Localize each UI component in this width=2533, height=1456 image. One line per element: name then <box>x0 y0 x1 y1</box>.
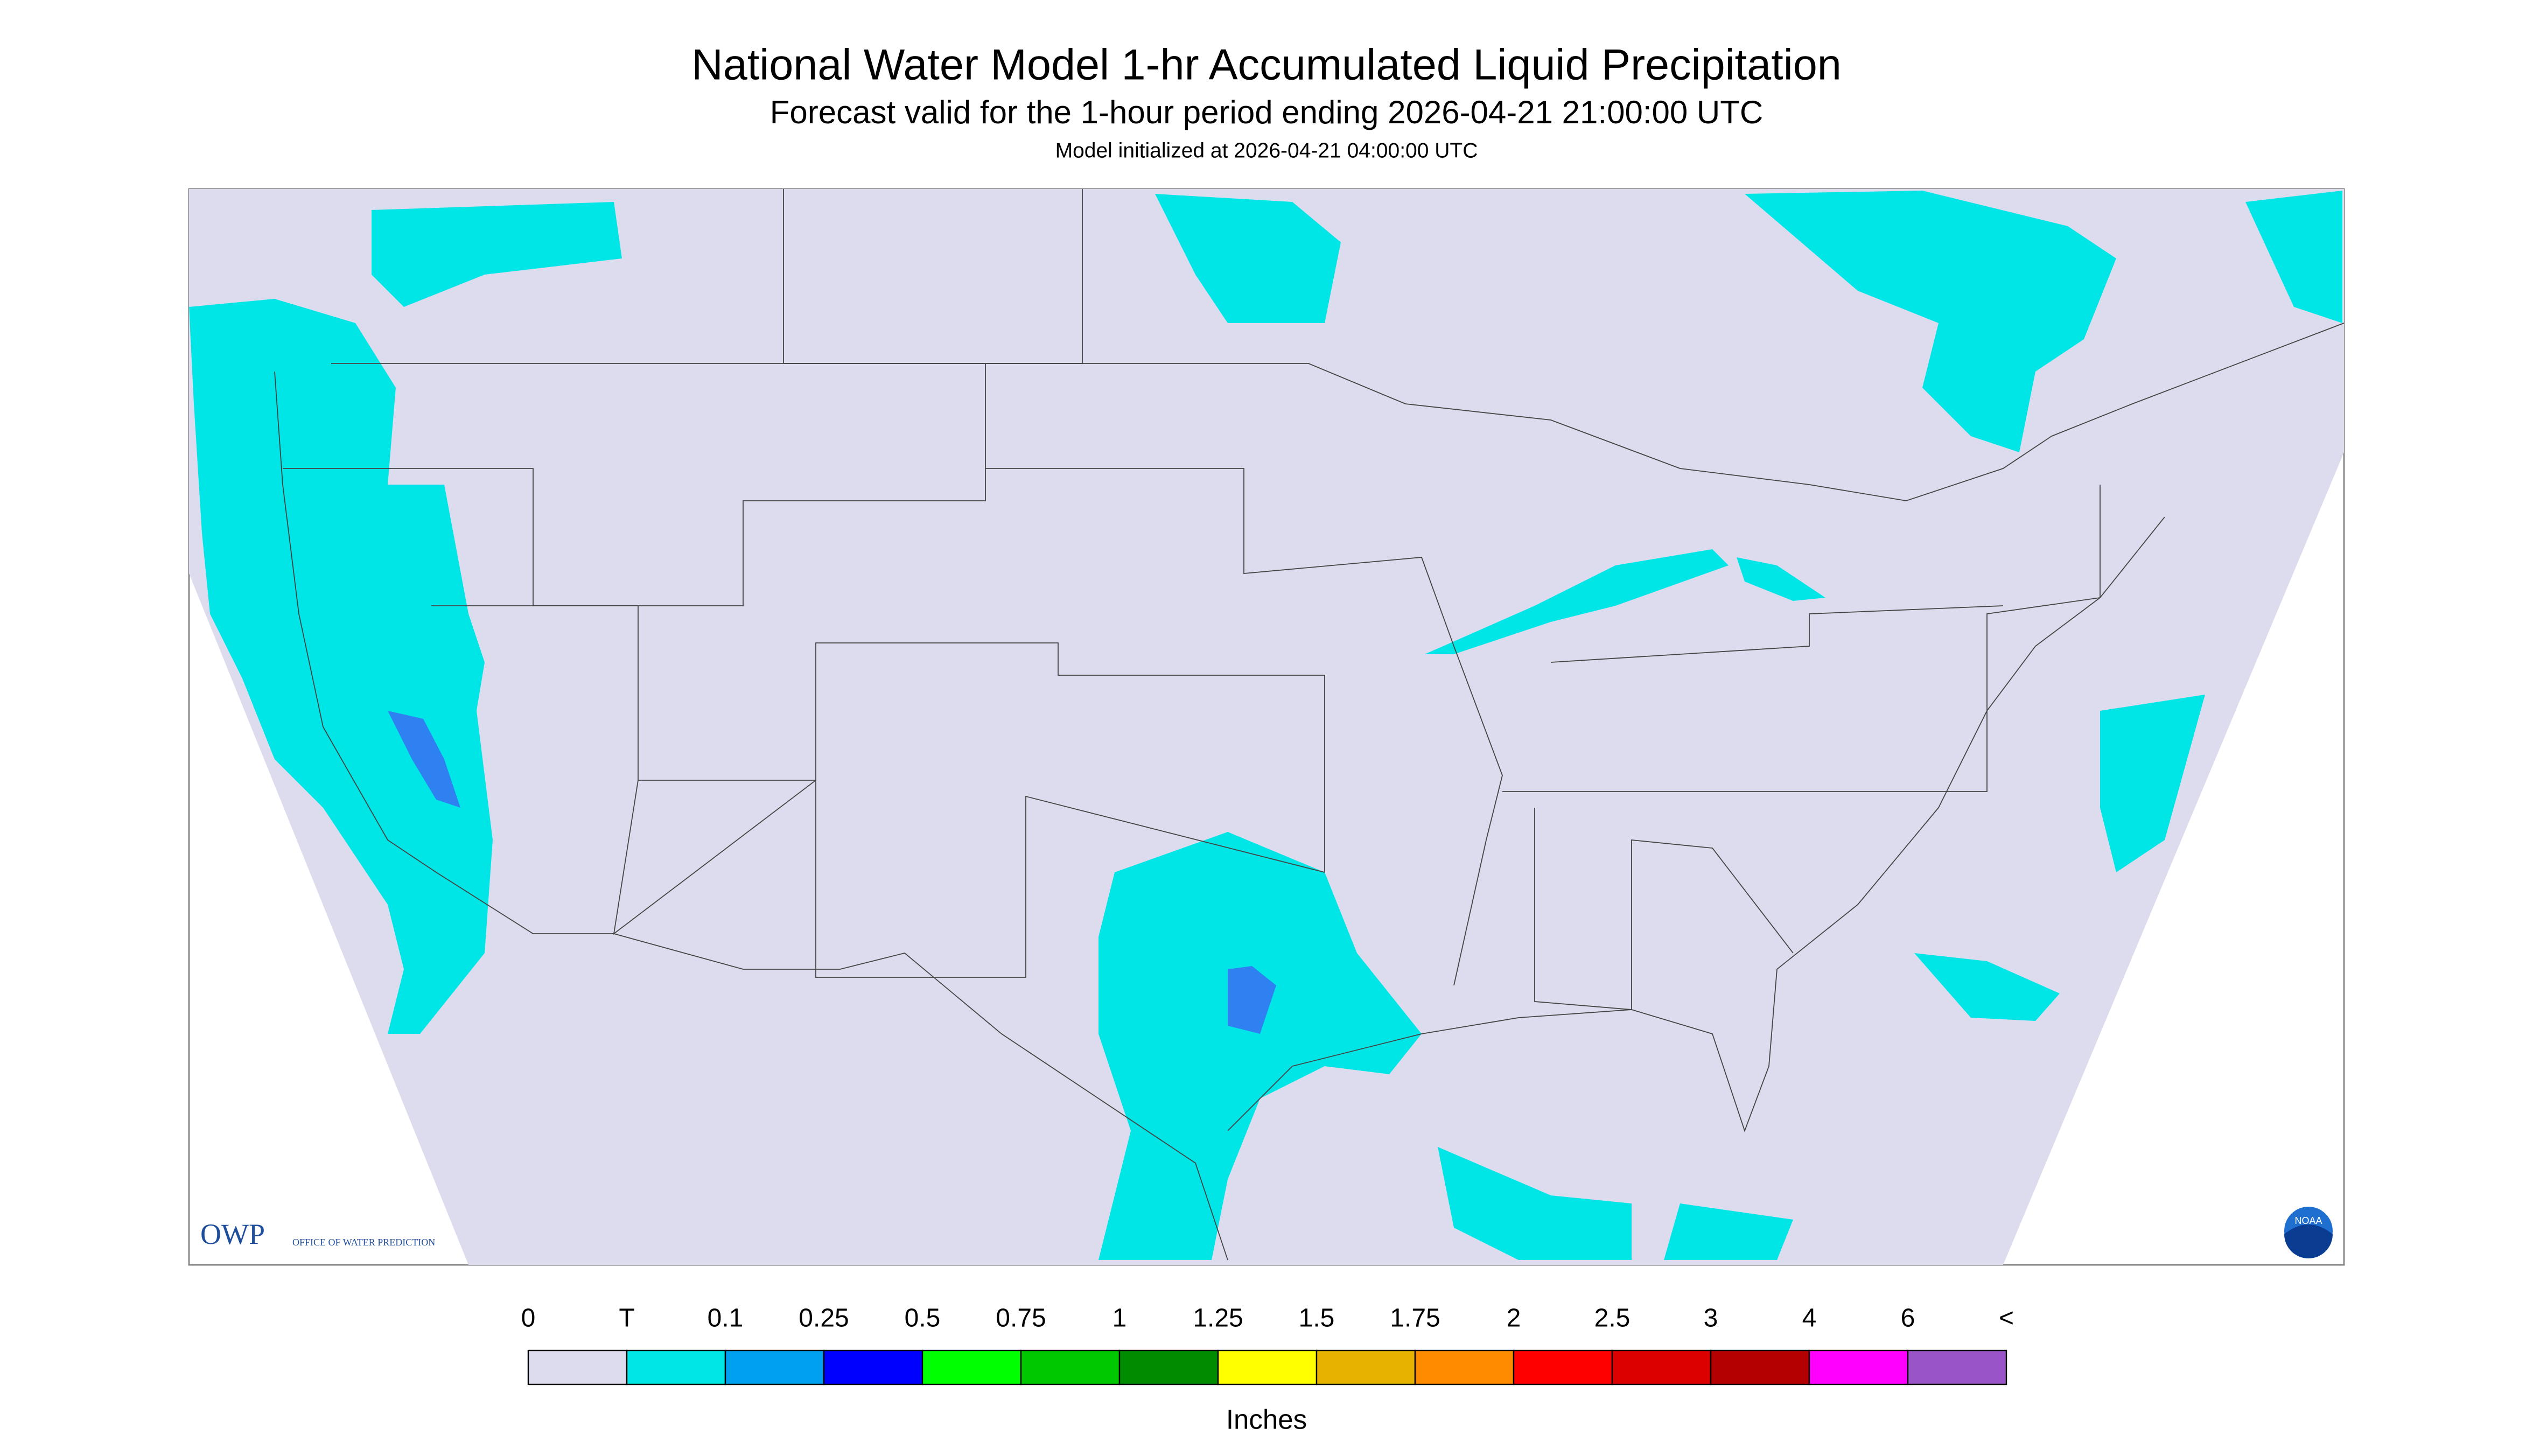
legend-label: < <box>1999 1304 2014 1333</box>
precip-area <box>1425 549 1729 655</box>
legend-label: 1.5 <box>1299 1304 1335 1333</box>
legend-swatch <box>921 1349 1022 1385</box>
legend-label: 3 <box>1704 1304 1718 1333</box>
noaa-logo-text: NOAA <box>2294 1215 2322 1226</box>
legend-label: T <box>619 1304 634 1333</box>
legend-swatch <box>626 1349 726 1385</box>
legend-swatch <box>1611 1349 1712 1385</box>
border <box>1534 808 1794 1010</box>
precip-area <box>1745 191 2116 453</box>
precip-area <box>1098 832 1422 1261</box>
border <box>613 779 1325 978</box>
border <box>283 363 986 606</box>
legend-label: 0.75 <box>996 1304 1046 1333</box>
precip-area <box>1155 194 1341 324</box>
legend-swatch <box>823 1349 923 1385</box>
legend-swatch <box>1907 1349 2007 1385</box>
legend-swatch <box>1513 1349 1613 1385</box>
precip <box>189 191 2342 1261</box>
legend-swatch <box>1710 1349 1810 1385</box>
border <box>331 323 2345 501</box>
coast <box>1227 516 2165 1132</box>
coast <box>274 371 534 934</box>
legend-label: 0.25 <box>799 1304 849 1333</box>
legend-swatch <box>724 1349 825 1385</box>
noaa-logo-wave <box>2284 1224 2333 1259</box>
title: National Water Model 1-hr Accumulated Li… <box>691 40 1842 89</box>
map-area: OWP OFFICE OF WATER PREDICTION NOAA <box>188 188 2345 1266</box>
subtitle: Forecast valid for the 1-hour period end… <box>770 94 1763 130</box>
precip-area <box>1664 1203 1793 1261</box>
owp-logo: OWP <box>200 1218 265 1250</box>
border <box>431 605 1325 873</box>
legend-swatch <box>1414 1349 1515 1385</box>
legend-swatch <box>1118 1349 1219 1385</box>
legend-swatch <box>1020 1349 1121 1385</box>
legend-swatch <box>1217 1349 1318 1385</box>
legend-label: 1 <box>1112 1304 1127 1333</box>
legend-label: 0.5 <box>905 1304 941 1333</box>
legend-swatch <box>1316 1349 1416 1385</box>
precip-area <box>1438 1147 1632 1261</box>
legend-label: 4 <box>1802 1304 1817 1333</box>
legend-swatch <box>1808 1349 1909 1385</box>
precip-area <box>1914 953 2060 1021</box>
legend-label: 2 <box>1507 1304 1521 1333</box>
precip-area <box>1737 557 1825 601</box>
border <box>985 468 1503 986</box>
precip-area <box>2245 191 2342 324</box>
precip-area <box>189 299 493 1034</box>
borders <box>274 189 2345 1261</box>
precip-area <box>2100 695 2205 873</box>
legend-label: 1.25 <box>1193 1304 1243 1333</box>
legend-label: 0 <box>521 1304 536 1333</box>
legend-swatch <box>527 1349 628 1385</box>
legend-label: 6 <box>1901 1304 1915 1333</box>
owp-logo-text: OFFICE OF WATER PREDICTION <box>292 1237 435 1248</box>
legend-label: 0.1 <box>708 1304 744 1333</box>
precip-area <box>1228 966 1276 1034</box>
precip-area <box>372 202 622 307</box>
border <box>1550 605 2004 663</box>
legend: 0 T 0.1 0.25 0.5 0.75 1 1.25 1.5 1.75 2 2.5 3 4 6 < <box>521 1304 2014 1385</box>
border <box>783 189 1083 364</box>
border <box>1502 485 2101 792</box>
legend-label: 1.75 <box>1390 1304 1440 1333</box>
legend-label: 2.5 <box>1594 1304 1631 1333</box>
precip-area <box>388 711 460 808</box>
init-time: Model initialized at 2026-04-21 04:00:00… <box>1055 139 1478 162</box>
domain <box>189 189 2344 1265</box>
legend-unit: Inches <box>1226 1404 1307 1434</box>
border <box>533 933 1228 1261</box>
